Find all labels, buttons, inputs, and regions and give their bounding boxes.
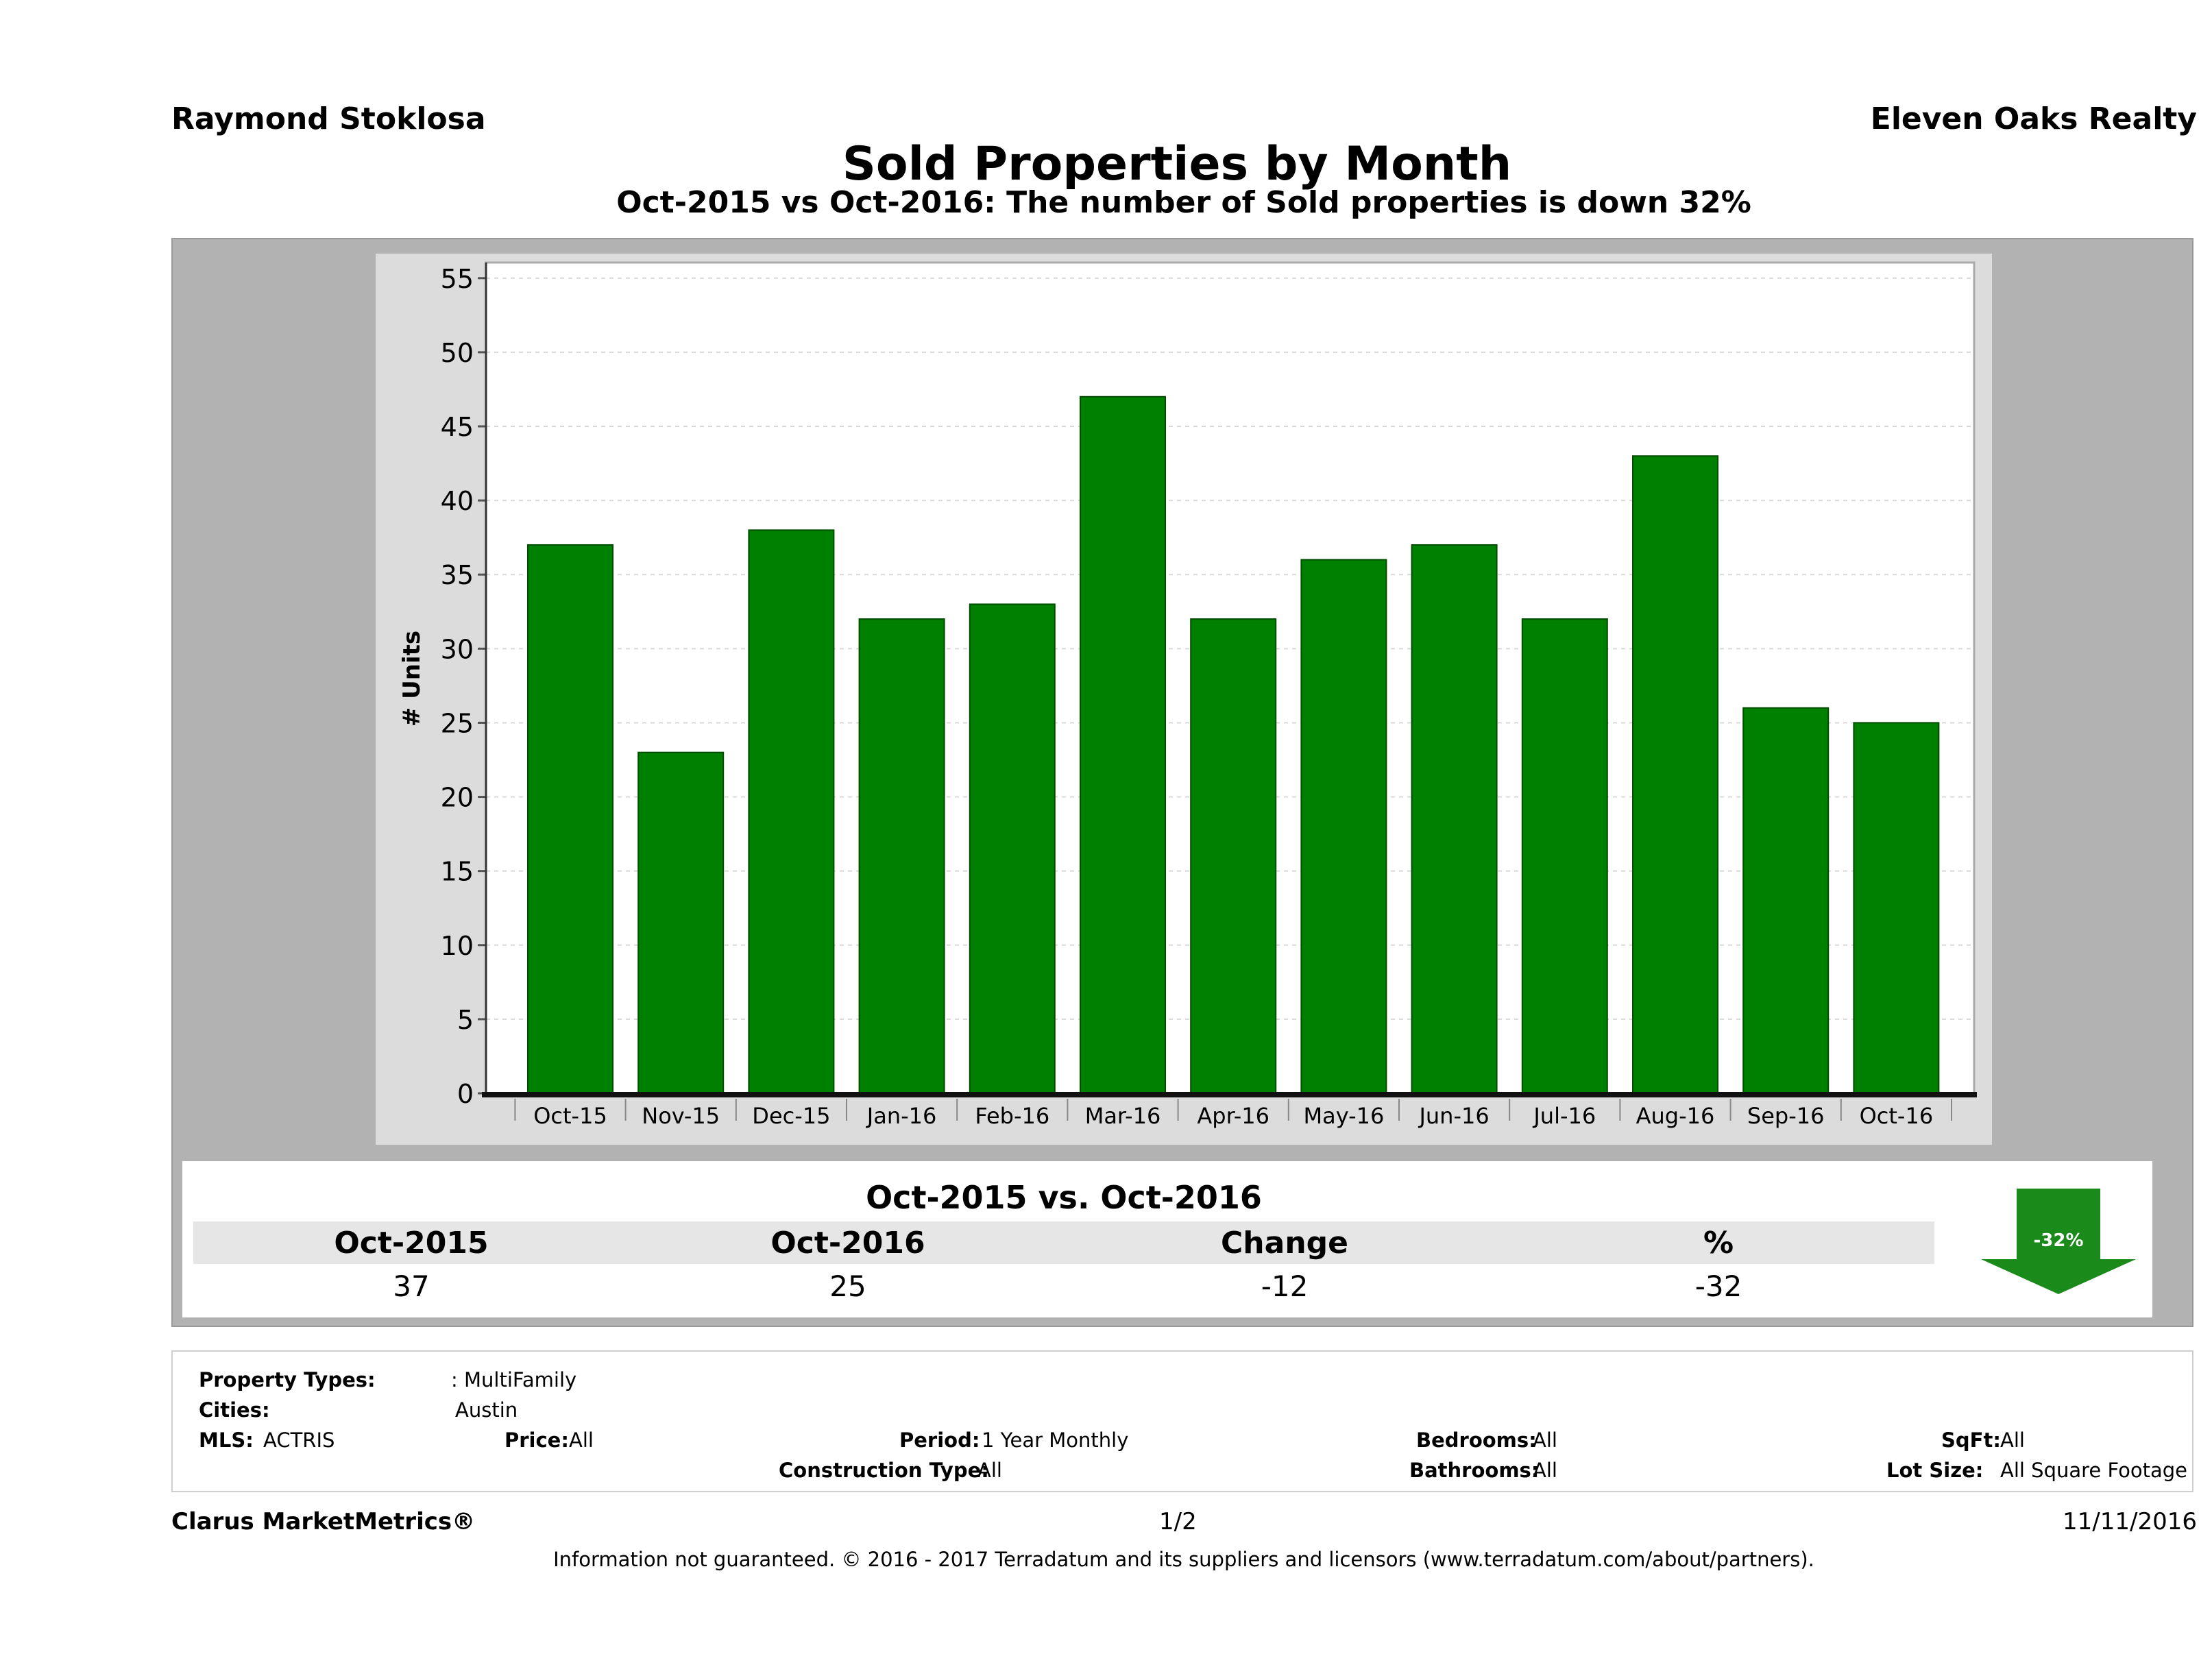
y-tick-label: 20 xyxy=(441,783,474,813)
y-tick-label: 15 xyxy=(441,857,474,887)
summary-value-oct-2015: 37 xyxy=(393,1269,430,1303)
construction-type-value: All xyxy=(977,1459,1002,1482)
change-badge: -32% xyxy=(1965,1172,2148,1302)
bar-jul-16 xyxy=(1521,618,1608,1094)
summary-header-row: Oct-2015 Oct-2016 Change % xyxy=(193,1221,1934,1264)
bar-apr-16 xyxy=(1190,618,1277,1094)
x-tick-label: Jan-16 xyxy=(866,1103,937,1129)
x-tick-label: Mar-16 xyxy=(1085,1103,1161,1129)
y-tick-label: 50 xyxy=(441,338,474,368)
y-tick-label: 40 xyxy=(441,486,474,516)
y-tick-label: 0 xyxy=(457,1079,474,1109)
x-tick-label: Jul-16 xyxy=(1532,1103,1596,1129)
x-tick-label: Aug-16 xyxy=(1636,1103,1715,1129)
x-tick-label: Oct-16 xyxy=(1860,1103,1934,1129)
summary-value-oct-2016: 25 xyxy=(829,1269,866,1303)
y-tick-label: 55 xyxy=(441,264,474,294)
bathrooms-value: All xyxy=(1533,1459,1557,1482)
cities-label: Cities: xyxy=(199,1398,270,1422)
bedrooms-value: All xyxy=(1533,1428,1557,1452)
bar-dec-15 xyxy=(748,529,835,1094)
report-subtitle: Oct-2015 vs Oct-2016: The number of Sold… xyxy=(616,185,1751,220)
bars xyxy=(527,396,1940,1095)
bar-mar-16 xyxy=(1080,396,1166,1094)
summary-header-oct-2016: Oct-2016 xyxy=(770,1226,925,1261)
lot-size-label: Lot Size: xyxy=(1886,1459,1984,1482)
bar-feb-16 xyxy=(969,603,1056,1094)
y-tick-label: 10 xyxy=(441,931,474,961)
summary-value-row: 37 25 -12 -32 xyxy=(193,1265,1934,1306)
page-number: 1/2 xyxy=(1159,1508,1197,1535)
y-axis-label: # Units xyxy=(398,631,426,727)
down-arrow-icon: -32% xyxy=(1981,1189,2136,1294)
down-arrow-shape xyxy=(1981,1189,2136,1294)
bar-sep-16 xyxy=(1742,707,1830,1094)
y-tick-label: 45 xyxy=(441,412,474,442)
bar-aug-16 xyxy=(1632,455,1718,1094)
change-badge-label: -32% xyxy=(2033,1230,2083,1251)
disclaimer: Information not guaranteed. © 2016 - 201… xyxy=(553,1548,1814,1571)
brand-name: Clarus MarketMetrics® xyxy=(171,1508,476,1535)
y-tick-label: 30 xyxy=(441,634,474,664)
property-types-value: : MultiFamily xyxy=(451,1368,577,1391)
sqft-label: SqFt: xyxy=(1941,1428,2001,1452)
bar-jan-16 xyxy=(858,618,945,1094)
report-date: 11/11/2016 xyxy=(2063,1508,2197,1535)
filter-criteria: Property Types: : MultiFamily Cities: Au… xyxy=(171,1350,2193,1492)
report-title: Sold Properties by Month xyxy=(842,137,1512,191)
lot-size-value: All Square Footage xyxy=(2000,1459,2188,1482)
axes: 0 5 10 15 20 25 30 35 40 45 50 55 Oct-15 Nov-15 Dec-15… xyxy=(441,263,1977,1129)
bathrooms-label: Bathrooms: xyxy=(1409,1459,1540,1482)
bar-oct-16 xyxy=(1853,722,1940,1094)
y-tick-label: 25 xyxy=(441,708,474,738)
summary-header-change: Change xyxy=(1221,1226,1348,1261)
x-tick-label: Nov-15 xyxy=(642,1103,720,1129)
company-name: Eleven Oaks Realty xyxy=(1870,101,2197,136)
x-tick-label: May-16 xyxy=(1303,1103,1384,1129)
summary-header-oct-2015: Oct-2015 xyxy=(334,1226,489,1261)
bar-jun-16 xyxy=(1411,544,1498,1094)
x-tick-label: Feb-16 xyxy=(975,1103,1049,1129)
mls-label: MLS: xyxy=(199,1428,254,1452)
price-value: All xyxy=(569,1428,594,1452)
bar-oct-15 xyxy=(527,544,613,1094)
sqft-value: All xyxy=(2000,1428,2025,1452)
x-tick-label: Oct-15 xyxy=(533,1103,607,1129)
construction-type-label: Construction Type: xyxy=(779,1459,989,1482)
x-tick-label: Dec-15 xyxy=(752,1103,830,1129)
y-tick-label: 5 xyxy=(457,1005,474,1035)
bar-nov-15 xyxy=(637,751,725,1095)
bar-may-16 xyxy=(1300,559,1387,1094)
summary-title: Oct-2015 vs. Oct-2016 xyxy=(193,1174,1934,1221)
summary-value-percent: -32 xyxy=(1694,1269,1742,1303)
property-types-label: Property Types: xyxy=(199,1368,376,1391)
summary-header-percent: % xyxy=(1703,1226,1734,1261)
x-tick-label: Apr-16 xyxy=(1197,1103,1269,1129)
cities-value: Austin xyxy=(455,1398,518,1422)
y-tick-label: 35 xyxy=(441,560,474,590)
period-value: 1 Year Monthly xyxy=(982,1428,1129,1452)
period-label: Period: xyxy=(899,1428,980,1452)
x-tick-label: Sep-16 xyxy=(1747,1103,1825,1129)
bedrooms-label: Bedrooms: xyxy=(1416,1428,1537,1452)
summary-value-change: -12 xyxy=(1261,1269,1309,1303)
mls-value: ACTRIS xyxy=(263,1428,335,1452)
agent-name: Raymond Stoklosa xyxy=(171,101,486,136)
price-label: Price: xyxy=(505,1428,569,1452)
x-tick-label: Jun-16 xyxy=(1418,1103,1489,1129)
